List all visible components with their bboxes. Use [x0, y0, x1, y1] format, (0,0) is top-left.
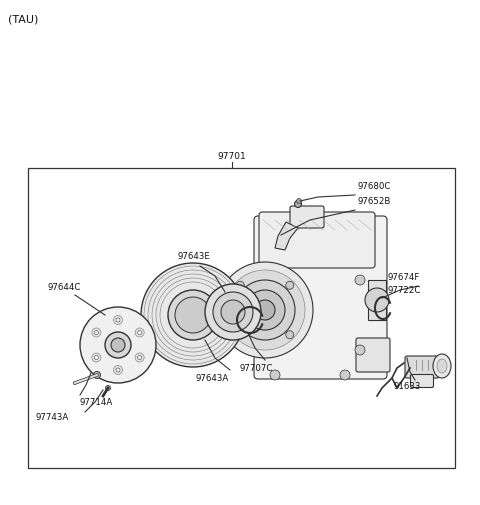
Text: 97722C: 97722C: [388, 286, 421, 295]
FancyBboxPatch shape: [356, 338, 390, 372]
Bar: [368, 280, 386, 320]
Text: 97643A: 97643A: [196, 374, 229, 383]
Circle shape: [297, 198, 301, 204]
Text: 97701: 97701: [217, 152, 246, 161]
Text: (TAU): (TAU): [8, 14, 38, 24]
Circle shape: [355, 275, 365, 285]
Circle shape: [106, 385, 110, 390]
Circle shape: [286, 331, 294, 339]
Text: 97707C: 97707C: [240, 364, 274, 373]
Circle shape: [270, 370, 280, 380]
Circle shape: [95, 356, 98, 360]
Circle shape: [116, 318, 120, 322]
FancyBboxPatch shape: [254, 216, 387, 379]
Circle shape: [340, 370, 350, 380]
FancyBboxPatch shape: [259, 212, 375, 268]
Circle shape: [113, 366, 122, 375]
Circle shape: [245, 290, 285, 330]
Circle shape: [138, 356, 142, 360]
Circle shape: [236, 331, 244, 339]
Bar: [28, 168, 455, 468]
Circle shape: [168, 290, 218, 340]
Circle shape: [80, 307, 156, 383]
Circle shape: [135, 353, 144, 362]
Text: 91633: 91633: [393, 382, 420, 391]
Circle shape: [138, 330, 142, 334]
Text: 97743A: 97743A: [36, 413, 69, 422]
FancyBboxPatch shape: [405, 356, 439, 378]
Circle shape: [236, 281, 244, 289]
Text: 97714A: 97714A: [80, 398, 113, 407]
Circle shape: [225, 270, 305, 350]
Circle shape: [355, 345, 365, 355]
FancyBboxPatch shape: [290, 206, 324, 228]
Circle shape: [255, 300, 275, 320]
Circle shape: [235, 280, 295, 340]
Text: 97644C: 97644C: [48, 283, 82, 292]
Circle shape: [286, 281, 294, 289]
Circle shape: [217, 262, 313, 358]
Text: 97674F: 97674F: [388, 273, 420, 282]
Text: 97643E: 97643E: [178, 252, 211, 261]
Circle shape: [213, 292, 253, 332]
Circle shape: [175, 297, 211, 333]
Text: 97680C: 97680C: [357, 182, 390, 191]
Circle shape: [111, 338, 125, 352]
Circle shape: [295, 200, 301, 208]
FancyBboxPatch shape: [410, 375, 433, 387]
Circle shape: [221, 300, 245, 324]
Ellipse shape: [433, 354, 451, 378]
Circle shape: [113, 316, 122, 325]
Circle shape: [205, 284, 261, 340]
Circle shape: [95, 330, 98, 334]
Circle shape: [141, 263, 245, 367]
Polygon shape: [275, 222, 298, 250]
Circle shape: [94, 372, 100, 379]
Circle shape: [105, 332, 131, 358]
Circle shape: [92, 353, 101, 362]
Circle shape: [92, 328, 101, 337]
Ellipse shape: [437, 359, 447, 373]
Text: 97652B: 97652B: [357, 197, 390, 206]
Circle shape: [135, 328, 144, 337]
Circle shape: [116, 368, 120, 372]
Circle shape: [365, 288, 389, 312]
